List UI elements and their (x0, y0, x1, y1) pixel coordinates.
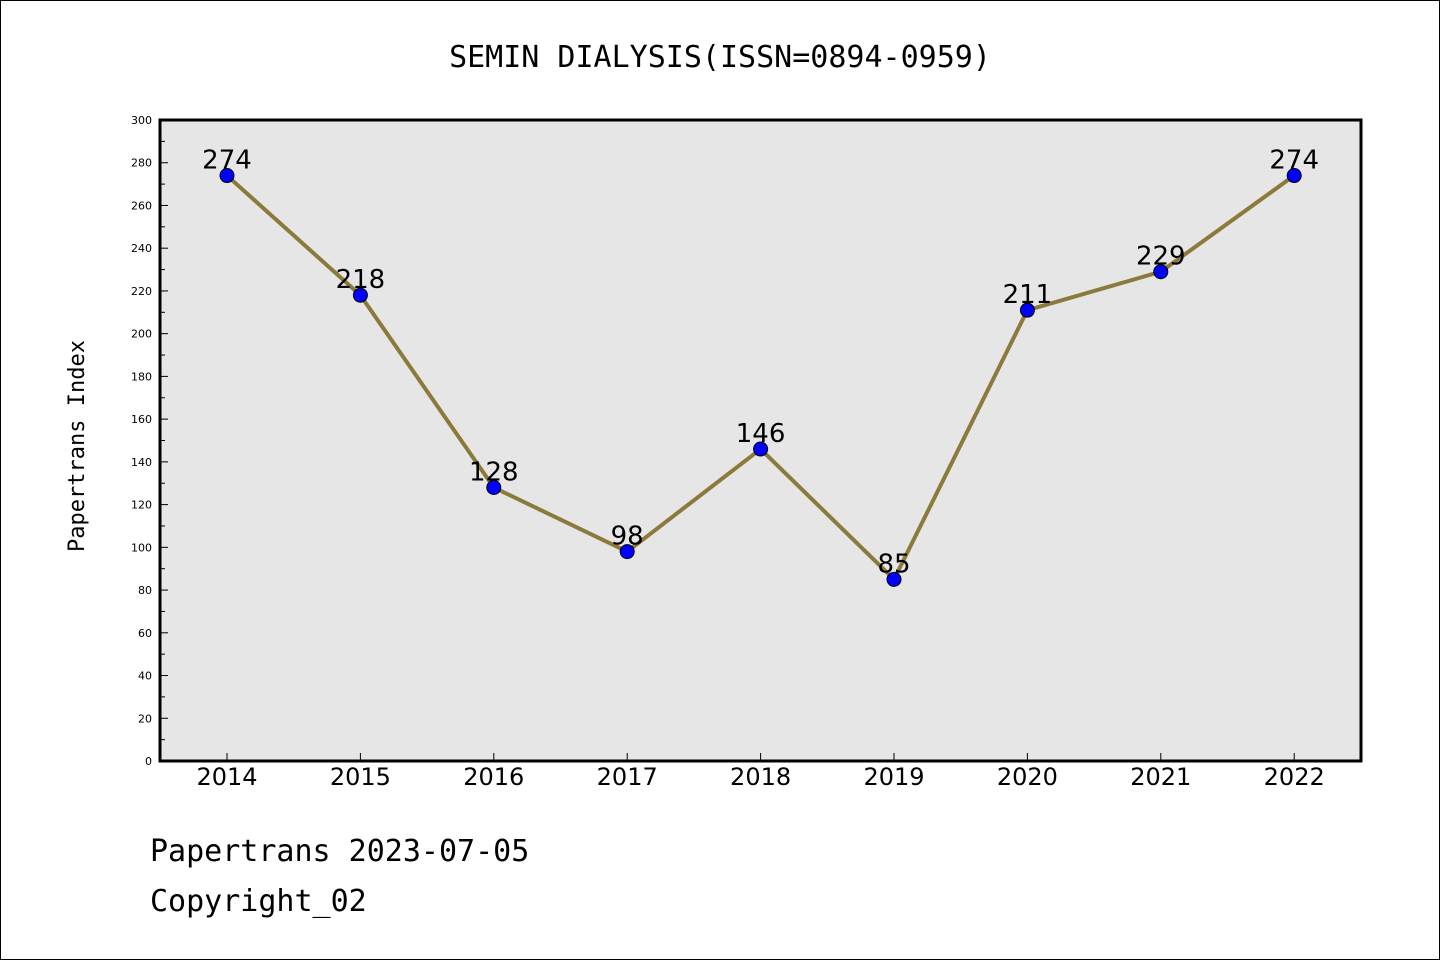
x-tick-label: 2019 (863, 763, 924, 791)
data-point (352, 287, 368, 303)
y-tick-label: 280 (131, 157, 152, 170)
data-point (886, 571, 902, 587)
y-tick-label: 140 (131, 456, 152, 469)
x-tick-label: 2021 (1130, 763, 1191, 791)
data-label: 229 (1136, 242, 1186, 272)
data-point (753, 441, 769, 457)
data-point (486, 480, 502, 496)
y-tick-label: 100 (131, 541, 152, 554)
data-label: 85 (877, 549, 910, 579)
x-tick-label: 2014 (196, 763, 257, 791)
data-label: 274 (202, 146, 252, 176)
plot-area (158, 118, 1363, 763)
data-label: 218 (336, 265, 386, 295)
footer-copyright: Copyright_02 (150, 884, 367, 919)
data-labels: 274 218 128 98 146 85 211 229 274 (202, 146, 1319, 580)
data-point (1286, 168, 1302, 184)
y-axis-label: Papertrans Index (65, 340, 90, 552)
y-tick-label: 20 (138, 712, 152, 725)
y-tick-label: 220 (131, 285, 152, 298)
data-label: 98 (611, 522, 644, 552)
data-point (1019, 302, 1035, 318)
y-tick-label: 60 (138, 627, 152, 640)
x-tick-label: 2018 (730, 763, 791, 791)
data-label: 274 (1269, 146, 1319, 176)
y-tick-label: 0 (145, 755, 152, 768)
data-point (619, 544, 635, 560)
y-tick-label: 300 (131, 114, 152, 127)
y-tick-label: 200 (131, 328, 152, 341)
x-tick-label: 2017 (597, 763, 658, 791)
x-tick-label: 2015 (330, 763, 391, 791)
y-tick-label: 180 (131, 370, 152, 383)
y-tick-label: 120 (131, 499, 152, 512)
y-axis: 0 20 40 60 80 100 120 140 160 180 200 220 240 260 280 3… (131, 114, 168, 768)
x-tick-label: 2016 (463, 763, 524, 791)
chart-title: SEMIN DIALYSIS(ISSN=0894-0959) (449, 40, 991, 75)
series-markers (219, 168, 1302, 587)
data-label: 211 (1003, 280, 1053, 310)
y-tick-label: 160 (131, 413, 152, 426)
y-tick-label: 40 (138, 670, 152, 683)
footer-date: Papertrans 2023-07-05 (150, 834, 530, 869)
y-tick-label: 260 (131, 199, 152, 212)
data-label: 128 (469, 458, 519, 488)
data-label: 146 (736, 419, 786, 449)
y-tick-label: 240 (131, 242, 152, 255)
data-point (1153, 264, 1169, 280)
data-point (219, 168, 235, 184)
y-tick-label: 80 (138, 584, 152, 597)
x-axis: 2014 2015 2016 2017 2018 2019 2020 2021 2022 (196, 753, 1325, 791)
x-tick-label: 2022 (1264, 763, 1325, 791)
x-tick-label: 2020 (997, 763, 1058, 791)
